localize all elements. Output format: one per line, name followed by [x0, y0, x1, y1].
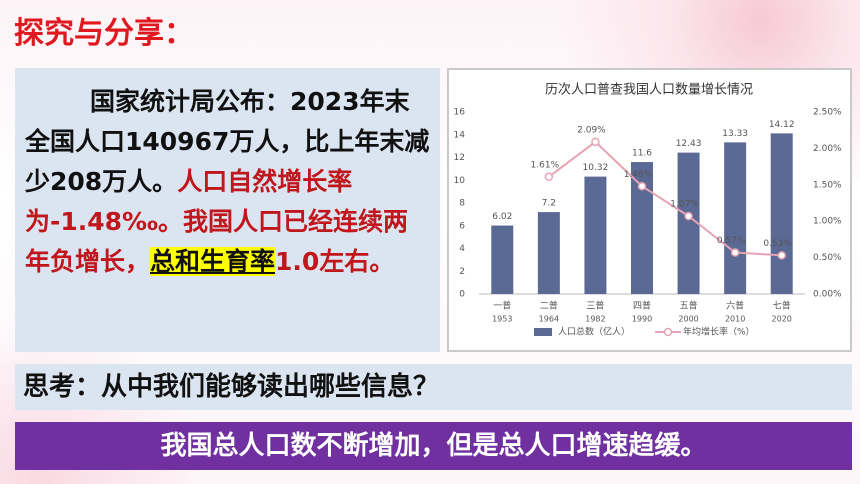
- bar-value-label: 7.2: [542, 199, 556, 209]
- x-tick-label: 六普: [726, 300, 744, 312]
- growth-value-label: 1.48%: [624, 170, 653, 180]
- x-tick-year: 2000: [678, 315, 698, 324]
- chart-title: 历次人口普查我国人口数量增长情况: [545, 82, 753, 98]
- y-tick-label: 10: [454, 176, 466, 186]
- growth-marker: [637, 182, 647, 191]
- growth-marker: [777, 251, 786, 260]
- intro-lead: 国家统计局公布：2023年末全国人口140967万人，比上年末减少208万人。: [25, 87, 430, 196]
- intro-highlight: 总和生育率: [150, 247, 276, 276]
- legend-label: 人口总数（亿人）: [558, 326, 630, 338]
- y2-tick-label: 2.50%: [813, 108, 842, 118]
- intro-tail: 1.0左右。: [275, 247, 395, 276]
- bar: [770, 133, 793, 294]
- y-tick-label: 0: [459, 290, 465, 300]
- y-tick-label: 8: [459, 199, 465, 209]
- y-tick-label: 6: [459, 221, 465, 231]
- bar: [491, 225, 514, 294]
- y2-tick-label: 2.00%: [813, 144, 842, 154]
- bar-value-label: 13.33: [722, 129, 748, 139]
- growth-value-label: 0.53%: [763, 239, 792, 249]
- bar: [537, 212, 560, 294]
- x-tick-label: 五普: [680, 300, 698, 312]
- bar-value-label: 14.12: [769, 120, 795, 130]
- x-tick-year: 1982: [585, 315, 605, 324]
- x-tick-label: 二普: [540, 300, 558, 312]
- y2-tick-label: 1.50%: [813, 180, 842, 190]
- x-tick-label: 四普: [633, 300, 651, 312]
- x-tick-year: 2010: [725, 315, 745, 324]
- bar: [724, 142, 747, 294]
- legend-label: 年均增长率（%）: [683, 326, 755, 338]
- growth-value-label: 1.07%: [670, 200, 699, 210]
- intro-red: 人口自然增长率为-1.48‰。我国人口已经连续两年负增长，: [25, 167, 409, 276]
- bar: [631, 162, 653, 294]
- x-tick-year: 1964: [539, 315, 559, 324]
- growth-value-label: 2.09%: [577, 125, 606, 135]
- growth-value-label: 0.57%: [717, 236, 746, 246]
- x-tick-label: 三普: [586, 300, 604, 312]
- growth-marker: [684, 211, 693, 221]
- growth-value-label: 1.61%: [531, 160, 560, 170]
- bar-value-label: 6.02: [492, 212, 512, 222]
- question: 思考：从中我们能够读出哪些信息？: [15, 364, 852, 410]
- x-tick-label: 七普: [773, 300, 791, 312]
- bar-value-label: 12.43: [676, 139, 702, 149]
- x-tick-label: 一普: [493, 300, 511, 312]
- chart-panel: 历次人口普查我国人口数量增长情况 0 2 4 6 8 10 12 14 16 0.00% 0.50%…: [447, 68, 852, 352]
- answer-banner: 我国总人口数不断增加，但是总人口增速趋缓。: [15, 422, 852, 470]
- y-tick-label: 12: [454, 153, 465, 163]
- slide-title: 探究与分享：: [14, 16, 194, 51]
- chart: 历次人口普查我国人口数量增长情况 0 2 4 6 8 10 12 14 16 0.00% 0.50%…: [454, 82, 842, 338]
- y2-tick-label: 1.00%: [813, 217, 842, 227]
- bar: [584, 176, 607, 294]
- x-tick-year: 2020: [772, 315, 792, 324]
- y2-tick-label: 0.50%: [813, 253, 842, 263]
- legend-swatch: [663, 327, 673, 337]
- x-tick-year: 1953: [492, 315, 512, 324]
- y-tick-label: 4: [459, 244, 465, 254]
- bar-value-label: 10.32: [583, 163, 609, 173]
- legend-swatch: [534, 328, 552, 336]
- y-tick-label: 2: [459, 267, 465, 277]
- intro-text: 国家统计局公布：2023年末全国人口140967万人，比上年末减少208万人。人…: [15, 68, 440, 352]
- bar: [677, 152, 700, 294]
- y2-tick-label: 0.00%: [813, 290, 842, 300]
- y-tick-label: 16: [454, 108, 466, 118]
- growth-line: [548, 140, 782, 257]
- growth-marker: [544, 172, 554, 182]
- x-tick-year: 1990: [632, 315, 652, 324]
- growth-marker: [591, 137, 600, 147]
- bar-value-label: 11.6: [632, 149, 652, 159]
- growth-marker: [730, 248, 740, 257]
- y-tick-label: 14: [454, 130, 466, 140]
